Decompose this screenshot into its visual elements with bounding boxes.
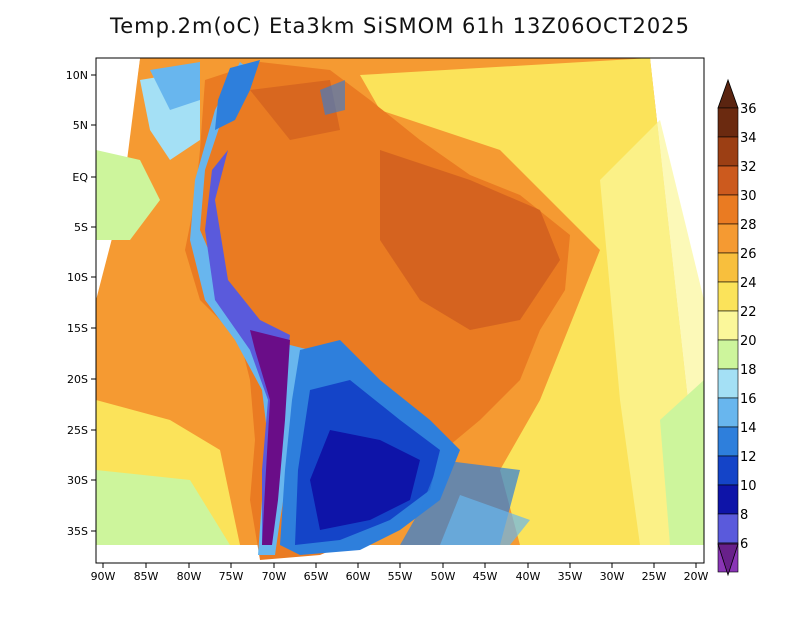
colorbar-label: 10 [740, 479, 757, 494]
colorbar-segment [717, 484, 739, 515]
svg-text:10N: 10N [66, 69, 88, 82]
colorbar-label: 34 [740, 131, 757, 146]
svg-text:35W: 35W [558, 570, 583, 583]
svg-text:15S: 15S [67, 322, 88, 335]
lon-tick-30w: 30W [600, 563, 625, 583]
colorbar-top-arrow [717, 78, 739, 109]
lon-tick-80w: 80W [177, 563, 202, 583]
colorbar-labels: 36 34 32 30 28 26 24 22 20 18 16 14 12 1… [740, 102, 757, 552]
colorbar-segment [717, 281, 739, 312]
colorbar-segments [717, 107, 739, 573]
colorbar-label: 32 [740, 160, 757, 175]
lat-tick-25s: 25S [67, 424, 96, 437]
latitude-axis: 10N 5N EQ 5S 10S 15S 20S 25S 30S 35S [66, 69, 96, 538]
lon-tick-75w: 75W [219, 563, 244, 583]
lon-tick-85w: 85W [134, 563, 159, 583]
colorbar-label: 22 [740, 305, 757, 320]
svg-text:45W: 45W [473, 570, 498, 583]
svg-text:5S: 5S [74, 221, 88, 234]
colorbar-segment [717, 310, 739, 341]
colorbar-segment [717, 107, 739, 138]
lon-tick-55w: 55W [388, 563, 413, 583]
page-title: Temp.2m(oC) Eta3km SiSMOM 61h 13Z06OCT20… [110, 14, 690, 38]
colorbar-label: 12 [740, 450, 757, 465]
svg-text:25S: 25S [67, 424, 88, 437]
colorbar-label: 20 [740, 334, 757, 349]
lat-tick-15s: 15S [67, 322, 96, 335]
lon-tick-60w: 60W [346, 563, 371, 583]
lat-tick-30s: 30S [67, 474, 96, 487]
colorbar-segment [717, 165, 739, 196]
temperature-field [96, 58, 704, 560]
colorbar-segment [717, 136, 739, 167]
svg-text:80W: 80W [177, 570, 202, 583]
lat-tick-20s: 20S [67, 373, 96, 386]
lon-tick-70w: 70W [262, 563, 287, 583]
lon-tick-35w: 35W [558, 563, 583, 583]
lat-tick-5s: 5S [74, 221, 96, 234]
lat-tick-5n: 5N [73, 119, 96, 132]
colorbar: 36 34 32 30 28 26 24 22 20 18 16 14 12 1… [717, 78, 757, 577]
svg-text:35S: 35S [67, 525, 88, 538]
svg-text:20W: 20W [684, 570, 709, 583]
lon-tick-50w: 50W [431, 563, 456, 583]
colorbar-segment [717, 368, 739, 399]
colorbar-label: 18 [740, 363, 757, 378]
svg-text:85W: 85W [134, 570, 159, 583]
colorbar-label: 24 [740, 276, 757, 291]
colorbar-segment [717, 513, 739, 544]
colorbar-label: 26 [740, 247, 757, 262]
colorbar-segment [717, 397, 739, 428]
svg-text:20S: 20S [67, 373, 88, 386]
colorbar-label: 36 [740, 102, 757, 117]
svg-text:5N: 5N [73, 119, 88, 132]
svg-text:55W: 55W [388, 570, 413, 583]
lon-tick-40w: 40W [516, 563, 541, 583]
svg-text:90W: 90W [91, 570, 116, 583]
colorbar-label: 28 [740, 218, 757, 233]
svg-text:25W: 25W [642, 570, 667, 583]
svg-text:10S: 10S [67, 271, 88, 284]
lat-tick-35s: 35S [67, 525, 96, 538]
longitude-axis: 90W 85W 80W 75W 70W 65W 60W 55W 50W 45W … [91, 563, 709, 583]
svg-text:30W: 30W [600, 570, 625, 583]
colorbar-segment [717, 455, 739, 486]
colorbar-label: 16 [740, 392, 757, 407]
colorbar-segment [717, 252, 739, 283]
colorbar-label: 30 [740, 189, 757, 204]
lat-tick-10s: 10S [67, 271, 96, 284]
lon-tick-25w: 25W [642, 563, 667, 583]
colorbar-segment [717, 339, 739, 370]
colorbar-segment [717, 223, 739, 254]
lon-tick-65w: 65W [304, 563, 329, 583]
lon-tick-90w: 90W [91, 563, 116, 583]
svg-text:75W: 75W [219, 570, 244, 583]
lat-tick-eq: EQ [72, 171, 96, 184]
colorbar-label: 8 [740, 508, 748, 523]
svg-text:70W: 70W [262, 570, 287, 583]
svg-text:60W: 60W [346, 570, 371, 583]
colorbar-bottom-arrow [717, 543, 739, 577]
lat-tick-10n: 10N [66, 69, 96, 82]
colorbar-label: 14 [740, 421, 757, 436]
colorbar-segment [717, 194, 739, 225]
svg-text:50W: 50W [431, 570, 456, 583]
colorbar-segment [717, 426, 739, 457]
svg-text:65W: 65W [304, 570, 329, 583]
svg-text:30S: 30S [67, 474, 88, 487]
lon-tick-45w: 45W [473, 563, 498, 583]
svg-text:EQ: EQ [72, 171, 88, 184]
colorbar-label: 6 [740, 537, 748, 552]
svg-text:40W: 40W [516, 570, 541, 583]
lon-tick-20w: 20W [684, 563, 709, 583]
